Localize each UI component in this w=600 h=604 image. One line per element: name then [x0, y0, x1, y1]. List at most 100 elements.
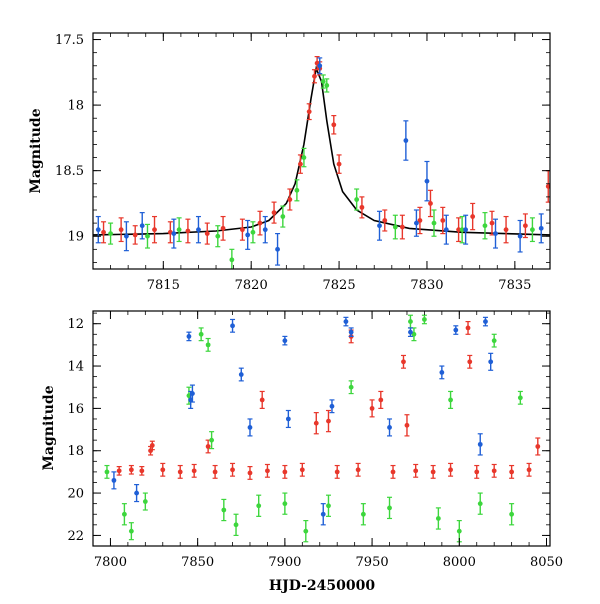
point-marker	[369, 405, 375, 411]
data-point	[435, 507, 441, 530]
point-marker	[128, 467, 134, 473]
point-marker	[399, 224, 405, 230]
point-marker	[209, 437, 215, 443]
x-tick-label: 8050	[530, 555, 563, 570]
point-marker	[439, 369, 445, 375]
point-marker	[354, 197, 360, 202]
point-marker	[204, 231, 210, 237]
data-point	[387, 418, 393, 437]
data-point	[465, 320, 471, 335]
panel-clipped-data	[93, 55, 550, 269]
point-marker	[149, 443, 155, 448]
point-marker	[320, 511, 326, 517]
point-marker	[360, 511, 366, 517]
bottom-panel-axes: 7800 7850 7900 7950 8000 8050 12 14 16 18 20 22	[67, 311, 563, 570]
data-point	[387, 496, 393, 520]
data-point	[287, 188, 293, 211]
point-marker	[343, 319, 349, 324]
data-point	[108, 222, 114, 245]
point-marker	[463, 227, 469, 233]
point-marker	[212, 469, 218, 475]
point-marker	[435, 516, 441, 521]
x-tick-label: 7830	[410, 278, 443, 293]
point-marker	[285, 416, 291, 422]
data-point	[407, 327, 413, 338]
data-point	[493, 218, 499, 249]
data-point	[285, 409, 291, 429]
model-curve	[93, 65, 550, 236]
data-point	[116, 466, 122, 476]
point-marker	[378, 397, 384, 403]
point-marker	[280, 214, 286, 219]
point-marker	[509, 511, 515, 517]
point-marker	[387, 505, 392, 511]
point-marker	[205, 342, 211, 348]
data-point	[152, 215, 158, 244]
point-marker	[336, 161, 342, 167]
data-point	[369, 399, 375, 418]
x-tick-label: 8000	[443, 555, 476, 570]
point-marker	[459, 227, 465, 233]
point-marker	[348, 329, 354, 335]
point-marker	[456, 227, 461, 233]
bottom-panel-data	[104, 314, 541, 543]
point-marker	[139, 468, 145, 474]
point-marker	[282, 469, 288, 475]
x-tick-label: 7820	[235, 278, 268, 293]
data-point	[171, 218, 177, 249]
bottom-xlabel: HJD-2450000	[269, 578, 376, 594]
data-point	[403, 120, 409, 161]
data-point	[443, 214, 449, 245]
data-point	[189, 384, 195, 403]
point-marker	[474, 469, 480, 475]
point-marker	[467, 359, 473, 365]
point-marker	[312, 73, 317, 79]
point-marker	[465, 325, 471, 331]
point-marker	[403, 138, 409, 143]
point-marker	[443, 227, 449, 233]
x-tick-label: 7800	[94, 555, 127, 570]
data-point	[275, 233, 281, 266]
data-point	[247, 466, 253, 480]
data-point	[382, 209, 388, 232]
point-marker	[298, 161, 303, 167]
point-marker	[417, 218, 423, 223]
y-tick-label: 18	[67, 444, 84, 459]
panel-clipped-data	[104, 314, 541, 543]
data-point	[320, 503, 326, 526]
point-marker	[482, 223, 488, 229]
data-point	[439, 365, 445, 380]
data-point	[334, 464, 340, 479]
top-ylabel: Magnitude	[28, 108, 44, 193]
point-marker	[424, 178, 430, 184]
point-marker	[257, 220, 263, 226]
point-marker	[229, 257, 235, 263]
point-marker	[313, 420, 319, 426]
data-point	[139, 466, 145, 476]
point-marker	[171, 231, 177, 237]
point-marker	[275, 246, 280, 252]
point-marker	[545, 184, 550, 189]
point-marker	[392, 224, 398, 230]
point-marker	[334, 469, 340, 475]
data-point	[482, 316, 488, 327]
data-point	[359, 196, 365, 219]
data-point	[149, 440, 155, 451]
point-marker	[238, 372, 244, 377]
data-point	[204, 222, 210, 245]
data-point	[517, 390, 523, 405]
point-marker	[145, 233, 150, 239]
data-point	[348, 380, 354, 395]
data-point	[440, 206, 446, 235]
point-marker	[430, 469, 436, 475]
data-point	[205, 337, 211, 352]
data-point	[139, 212, 145, 240]
point-marker	[324, 83, 330, 88]
data-point	[186, 331, 192, 342]
point-marker	[215, 233, 221, 239]
point-marker	[301, 155, 307, 160]
x-tick-label: 7825	[323, 278, 356, 293]
data-point	[282, 335, 288, 346]
data-point	[343, 316, 349, 327]
